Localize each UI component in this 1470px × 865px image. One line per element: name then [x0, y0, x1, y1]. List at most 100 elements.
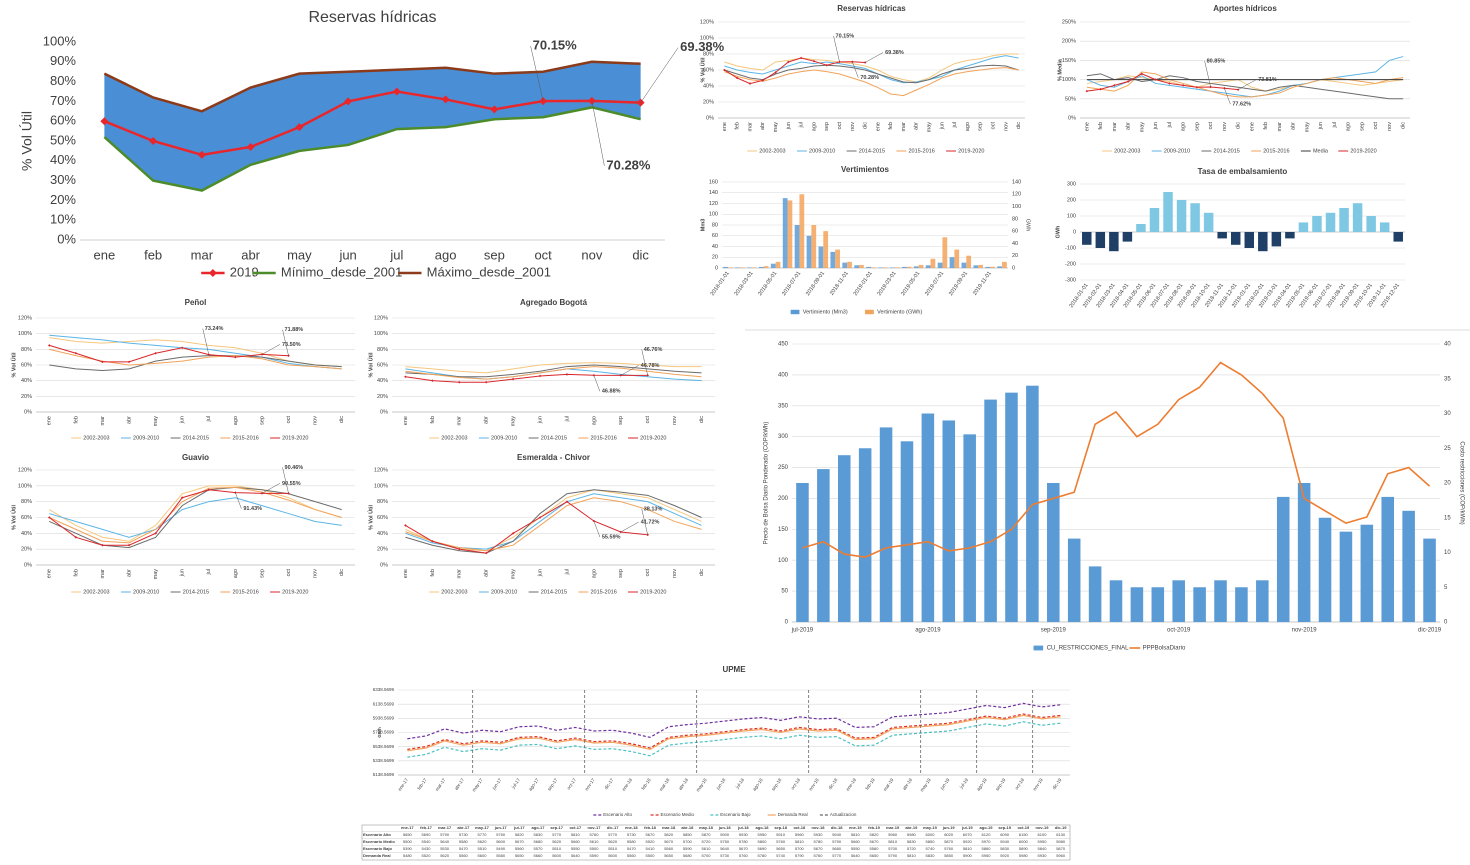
table-cell: 5650	[664, 853, 674, 858]
x-tick-label: sep-2019	[1041, 628, 1067, 634]
series-line	[724, 67, 1019, 97]
y2-tick-label: 15	[1444, 515, 1451, 521]
x-tick-label: ago	[965, 122, 971, 131]
x-tick-label: jul	[206, 569, 212, 576]
table-cell: 6130	[1056, 832, 1066, 837]
x-tick-label: may	[1139, 122, 1145, 133]
x-tick-label: mar	[100, 416, 106, 426]
table-cell: 5560	[870, 846, 880, 851]
point	[592, 519, 596, 523]
table-cell: 5590	[590, 853, 600, 858]
table-cell: 5770	[832, 853, 842, 858]
x-tick-label: mar	[1112, 122, 1118, 132]
bar	[866, 266, 871, 268]
bar	[854, 265, 860, 268]
value-label: 70.15%	[836, 33, 855, 39]
point	[799, 56, 803, 60]
bar	[1360, 524, 1374, 622]
x-tick-label: ene	[875, 122, 881, 131]
y-axis-title: % Vol Útil	[699, 57, 706, 82]
table-cell: 5580	[496, 853, 506, 858]
point	[1085, 89, 1089, 93]
table-cell: 5790	[795, 853, 805, 858]
point	[154, 351, 157, 355]
y-tick-label: 300	[778, 434, 789, 440]
table-cell: 5650	[403, 832, 413, 837]
bar	[1352, 203, 1363, 232]
bar	[1002, 261, 1007, 268]
series-line	[49, 485, 342, 542]
table-cell: 5600	[496, 839, 506, 844]
table-header: mar-18	[662, 825, 676, 830]
table-cell: 5970	[982, 839, 992, 844]
table-cell: 5590	[683, 846, 693, 851]
y-tick-label: 50%	[1065, 96, 1076, 102]
point	[511, 532, 515, 535]
x-tick-label: abr	[1291, 122, 1297, 130]
table-cell: 5890	[1019, 846, 1029, 851]
series-line	[802, 361, 1431, 558]
point	[101, 543, 104, 547]
point	[74, 351, 78, 355]
bar	[1381, 496, 1395, 622]
point	[1113, 84, 1116, 87]
table-cell: 5700	[702, 853, 712, 858]
bar	[842, 262, 848, 268]
point	[838, 60, 841, 64]
y-axis-title: % Vol Útil	[367, 505, 374, 530]
series-line	[407, 721, 1061, 758]
chart-title: Peñol	[185, 298, 207, 307]
point	[619, 374, 623, 377]
point	[735, 76, 739, 80]
y-tick-label: 0%	[380, 562, 388, 568]
table-cell: 5900	[963, 853, 973, 858]
table-cell: 5700	[795, 846, 805, 851]
x-tick-label: jul-18	[734, 777, 745, 790]
legend-label: 2019-2020	[282, 435, 308, 441]
y-tick-label: 20%	[377, 394, 388, 400]
table-cell: 5800	[758, 839, 768, 844]
table-header: abr-17	[457, 825, 470, 830]
x-tick-label: oct	[645, 569, 651, 577]
legend-swatch	[1033, 645, 1044, 651]
label-leader	[530, 46, 544, 102]
bar	[925, 265, 931, 268]
table-cell: 5850	[926, 839, 936, 844]
table-header: jun-18	[718, 825, 732, 830]
table-cell: 5810	[888, 839, 898, 844]
bar	[1005, 392, 1018, 622]
bar	[1402, 510, 1415, 622]
table-header: mar-17	[438, 825, 452, 830]
series-line	[405, 362, 702, 374]
y-tick-label: 20%	[377, 547, 388, 553]
y-tick-label: 5538.5699	[373, 744, 395, 749]
value-label: 80.85%	[1207, 58, 1226, 64]
point	[538, 374, 542, 378]
point	[457, 380, 461, 384]
label-leader	[593, 520, 601, 538]
bar	[1256, 580, 1269, 622]
y2-tick-label: 10	[1444, 550, 1451, 556]
y-tick-label: 250	[778, 465, 789, 471]
bar	[1151, 587, 1165, 622]
x-tick-label: feb	[888, 122, 894, 130]
point	[511, 377, 515, 381]
y-tick-label: 200%	[1062, 39, 1076, 45]
table-cell: 5620	[440, 853, 450, 858]
bar	[835, 249, 840, 268]
bar	[823, 231, 829, 268]
bar	[949, 257, 955, 268]
legend-label: 2014-2015	[183, 435, 209, 441]
bar	[961, 262, 967, 268]
label-leader	[1238, 79, 1257, 90]
y2-tick-label: 20	[1444, 481, 1451, 487]
table-cell: 5490	[496, 846, 506, 851]
table-header: jun-19	[942, 825, 956, 830]
x-tick-label: dic	[1236, 122, 1242, 129]
y-tick-label: 10%	[50, 212, 76, 227]
bar	[973, 265, 979, 268]
label-leader	[1224, 88, 1231, 105]
x-tick-label: nov	[1387, 122, 1393, 131]
legend-marker	[208, 269, 217, 277]
x-tick-label: jul	[1167, 122, 1173, 129]
